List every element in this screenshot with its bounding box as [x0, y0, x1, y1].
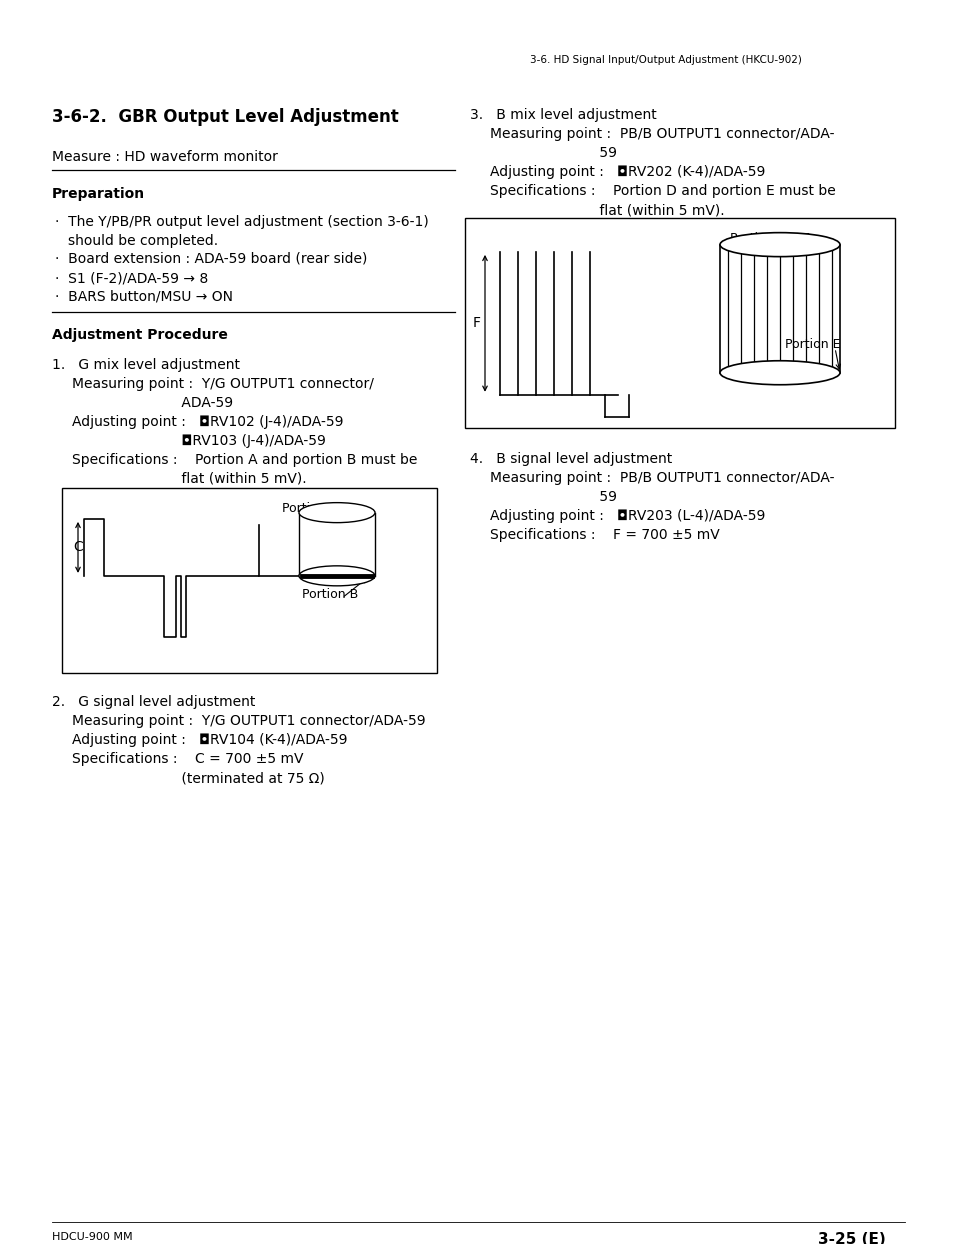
Text: 4.   B signal level adjustment: 4. B signal level adjustment: [470, 452, 672, 466]
Text: Portion E: Portion E: [784, 338, 840, 351]
Ellipse shape: [298, 566, 375, 586]
Text: Measuring point :  PB/B OUTPUT1 connector/ADA-: Measuring point : PB/B OUTPUT1 connector…: [490, 471, 834, 485]
Text: ·  The Y/PB/PR output level adjustment (section 3-6-1): · The Y/PB/PR output level adjustment (s…: [55, 215, 428, 229]
Text: 3.   B mix level adjustment: 3. B mix level adjustment: [470, 108, 656, 122]
Text: (terminated at 75 Ω): (terminated at 75 Ω): [71, 771, 324, 785]
Text: F: F: [473, 316, 480, 331]
Ellipse shape: [298, 503, 375, 522]
Text: Measuring point :  Y/G OUTPUT1 connector/: Measuring point : Y/G OUTPUT1 connector/: [71, 377, 374, 391]
Text: Adjustment Procedure: Adjustment Procedure: [52, 328, 228, 342]
Text: 59: 59: [490, 490, 617, 504]
Text: should be completed.: should be completed.: [68, 234, 218, 248]
Text: 3-6. HD Signal Input/Output Adjustment (HKCU-902): 3-6. HD Signal Input/Output Adjustment (…: [530, 55, 801, 65]
Text: flat (within 5 mV).: flat (within 5 mV).: [490, 203, 724, 216]
Ellipse shape: [720, 361, 840, 384]
Bar: [464, 218, 894, 428]
Text: ·  S1 (F-2)/ADA-59 → 8: · S1 (F-2)/ADA-59 → 8: [55, 271, 208, 285]
Text: 1.   G mix level adjustment: 1. G mix level adjustment: [52, 358, 240, 372]
Text: 2.   G signal level adjustment: 2. G signal level adjustment: [52, 695, 255, 709]
Text: C: C: [73, 540, 83, 555]
Text: 3-25 (E): 3-25 (E): [817, 1232, 884, 1244]
Text: 59: 59: [490, 146, 617, 160]
Text: 3-6-2.  GBR Output Level Adjustment: 3-6-2. GBR Output Level Adjustment: [52, 108, 398, 126]
Text: HDCU-900 MM: HDCU-900 MM: [52, 1232, 132, 1242]
Text: ·  Board extension : ADA-59 board (rear side): · Board extension : ADA-59 board (rear s…: [55, 253, 367, 266]
Text: Specifications :    C = 700 ±5 mV: Specifications : C = 700 ±5 mV: [71, 753, 303, 766]
Text: Specifications :    F = 700 ±5 mV: Specifications : F = 700 ±5 mV: [490, 527, 719, 542]
Text: ◘RV103 (J-4)/ADA-59: ◘RV103 (J-4)/ADA-59: [71, 434, 326, 448]
Text: ADA-59: ADA-59: [71, 396, 233, 411]
Text: ·  BARS button/MSU → ON: · BARS button/MSU → ON: [55, 290, 233, 304]
Text: Preparation: Preparation: [52, 187, 145, 202]
Text: Measure : HD waveform monitor: Measure : HD waveform monitor: [52, 151, 277, 164]
Text: Specifications :    Portion A and portion B must be: Specifications : Portion A and portion B…: [71, 453, 417, 466]
Text: Adjusting point :   ◘RV104 (K-4)/ADA-59: Adjusting point : ◘RV104 (K-4)/ADA-59: [71, 733, 347, 746]
Text: flat (within 5 mV).: flat (within 5 mV).: [71, 471, 306, 486]
Text: Portion A: Portion A: [282, 503, 337, 515]
Text: Specifications :    Portion D and portion E must be: Specifications : Portion D and portion E…: [490, 184, 835, 198]
Text: Portion B: Portion B: [302, 588, 358, 601]
Bar: [62, 488, 436, 673]
Text: Measuring point :  PB/B OUTPUT1 connector/ADA-: Measuring point : PB/B OUTPUT1 connector…: [490, 127, 834, 141]
Text: Adjusting point :   ◘RV102 (J-4)/ADA-59: Adjusting point : ◘RV102 (J-4)/ADA-59: [71, 415, 343, 429]
Text: Adjusting point :   ◘RV203 (L-4)/ADA-59: Adjusting point : ◘RV203 (L-4)/ADA-59: [490, 509, 764, 522]
Text: Measuring point :  Y/G OUTPUT1 connector/ADA-59: Measuring point : Y/G OUTPUT1 connector/…: [71, 714, 425, 728]
Text: Adjusting point :   ◘RV202 (K-4)/ADA-59: Adjusting point : ◘RV202 (K-4)/ADA-59: [490, 165, 764, 179]
Ellipse shape: [720, 233, 840, 256]
Text: Portion D: Portion D: [729, 231, 786, 245]
